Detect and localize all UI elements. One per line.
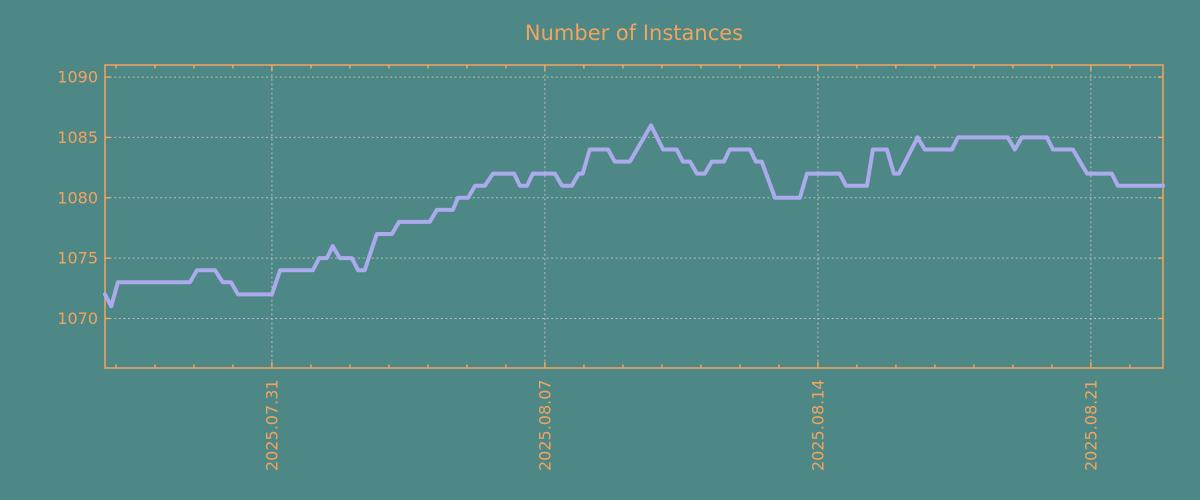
x-tick-label: 2025.08.07	[535, 379, 554, 471]
y-tick-label: 1070	[57, 309, 98, 328]
y-tick-label: 1075	[57, 249, 98, 268]
x-tick-label: 2025.08.21	[1081, 379, 1100, 471]
y-tick-label: 1085	[57, 128, 98, 147]
x-tick-label: 2025.07.31	[262, 379, 281, 471]
instances-line	[103, 123, 1165, 309]
y-tick-labels: 1070 1075 1080 1085 1090	[57, 68, 98, 328]
x-tick-labels: 2025.07.31 2025.08.07 2025.08.14 2025.08.21	[262, 379, 1100, 471]
chart-title: Number of Instances	[525, 21, 743, 45]
y-tick-label: 1080	[57, 188, 98, 207]
axis-ticks	[105, 65, 1163, 368]
gridlines	[105, 65, 1163, 368]
plot-border	[104, 64, 1164, 369]
x-tick-label: 2025.08.14	[808, 379, 827, 471]
y-tick-label: 1090	[57, 68, 98, 87]
